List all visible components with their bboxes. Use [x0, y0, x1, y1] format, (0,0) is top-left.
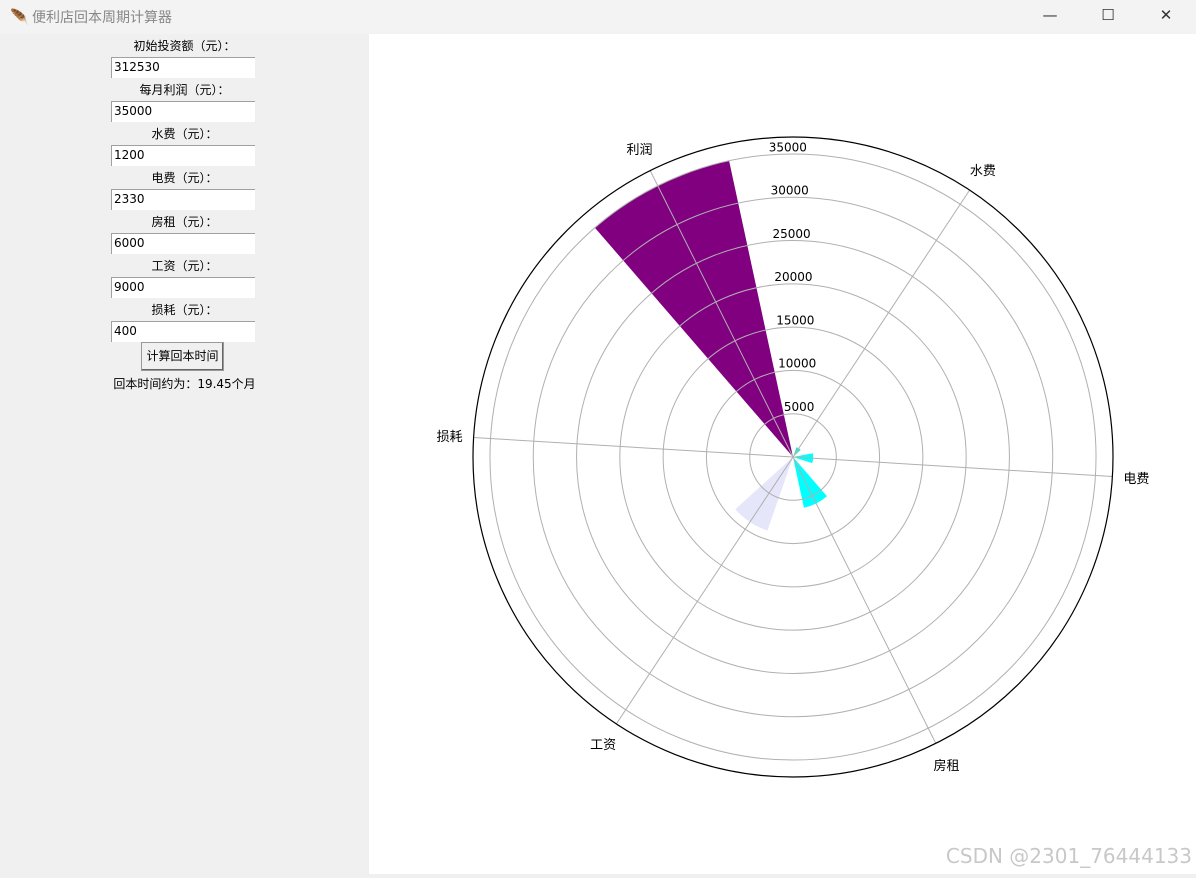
category-label: 损耗 — [437, 430, 463, 445]
grid-circle-4 — [576, 240, 1010, 674]
input-panel: 初始投资额（元）： 312530 每月利润（元）： 35000 水费（元）： 1… — [0, 34, 369, 874]
minimize-button[interactable]: — — [1042, 6, 1058, 24]
grid-spoke-2 — [792, 456, 1113, 478]
category-label: 房租 — [933, 758, 959, 774]
grid-spoke-5 — [473, 436, 794, 458]
electricity-fee-label: 电费（元）： — [151, 171, 218, 185]
r-tick-label: 10000 — [778, 357, 816, 371]
grid-circle-1 — [705, 369, 881, 545]
bar-3 — [793, 457, 827, 508]
grid-spoke-3 — [792, 456, 937, 744]
water-fee-label: 水费（元）： — [151, 127, 218, 141]
polar-frame — [472, 136, 1114, 778]
feather-icon: 🪶 — [10, 8, 29, 26]
grid-spoke-1 — [792, 189, 971, 458]
r-tick-label: 30000 — [771, 184, 809, 198]
polar-bar-chart: 5000 10000 15000 20000 25000 30000 35000 利润水费电费… — [437, 136, 1149, 778]
r-tick-label: 15000 — [776, 313, 814, 327]
maximize-button[interactable]: ☐ — [1101, 6, 1115, 24]
bar-2 — [793, 453, 814, 464]
monthly-profit-label: 每月利润（元）： — [139, 83, 230, 97]
electricity-fee-input[interactable]: 2330 — [111, 189, 255, 210]
rent-input[interactable]: 6000 — [111, 233, 255, 254]
category-label: 水费 — [970, 164, 996, 179]
chart-area: 5000 10000 15000 20000 25000 30000 35000 利润水费电费… — [369, 34, 1196, 874]
category-label: 利润 — [627, 143, 653, 158]
r-tick-label: 25000 — [772, 227, 810, 241]
grid-spoke-4 — [615, 456, 794, 725]
window-title: 便利店回本周期计算器 — [32, 10, 172, 26]
r-tick-label: 20000 — [774, 270, 812, 284]
r-tick-label: 35000 — [769, 140, 807, 154]
loss-label: 损耗（元）： — [151, 303, 218, 317]
initial-investment-label: 初始投资额（元）： — [133, 39, 236, 53]
grid-circle-6 — [489, 153, 1097, 761]
title-bar: 🪶 便利店回本周期计算器 — ☐ ✕ — [0, 0, 1196, 34]
loss-input[interactable]: 400 — [111, 321, 255, 342]
monthly-profit-input[interactable]: 35000 — [111, 101, 255, 122]
close-button[interactable]: ✕ — [1159, 6, 1173, 24]
grid-circle-3 — [619, 283, 967, 631]
r-tick-label: 5000 — [784, 400, 815, 414]
initial-investment-input[interactable]: 312530 — [111, 57, 255, 78]
grid-circle-2 — [662, 326, 924, 588]
grid-spoke-0 — [649, 170, 794, 458]
wage-input[interactable]: 9000 — [111, 277, 255, 298]
watermark: CSDN @2301_76444133 — [945, 844, 1192, 868]
category-label: 电费 — [1123, 472, 1149, 487]
category-label: 工资 — [590, 738, 616, 753]
bar-0 — [594, 160, 793, 457]
water-fee-input[interactable]: 1200 — [111, 145, 255, 166]
grid-circle-0 — [749, 413, 837, 501]
rent-label: 房租（元）： — [151, 215, 218, 229]
wage-label: 工资（元）： — [151, 259, 218, 273]
calculate-button[interactable]: 计算回本时间 — [141, 342, 224, 371]
bar-4 — [735, 457, 793, 531]
grid-circle-5 — [532, 196, 1054, 718]
result-text: 回本时间约为：19.45个月 — [113, 377, 256, 391]
